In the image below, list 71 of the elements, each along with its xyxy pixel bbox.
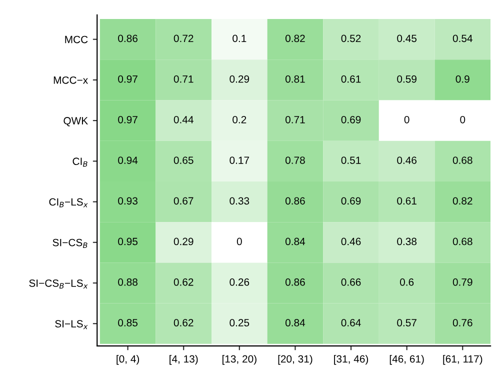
data-label: 0.57 [397, 319, 416, 326]
data-label: 0.62 [174, 278, 194, 286]
x-tick-label: [13, 20) [222, 354, 256, 365]
data-label: 0.93 [118, 197, 138, 205]
data-label: 0.69 [341, 116, 361, 124]
data-label: 0.17 [230, 156, 250, 164]
y-tick-label: CI$_{B}$−LS$_{x}$ [49, 198, 88, 208]
data-label: 0.59 [397, 75, 416, 83]
data-label: 0 [236, 238, 242, 246]
data-label: 0 [404, 116, 410, 124]
data-label: 0.65 [174, 156, 194, 164]
data-label: 0.82 [285, 34, 305, 42]
data-label: 0.71 [174, 75, 194, 83]
data-label: 0.61 [341, 75, 361, 83]
data-label: 0.88 [118, 278, 138, 286]
data-label: 0.51 [341, 156, 361, 164]
data-label: 0.69 [341, 197, 361, 205]
data-label: 0.97 [118, 75, 138, 83]
data-label: 0.26 [230, 278, 250, 286]
data-label: 0.66 [341, 278, 361, 286]
data-label: 0.62 [174, 319, 194, 326]
y-tick-label: CI$_{B}$ [72, 158, 88, 167]
data-label: 0.25 [230, 319, 250, 326]
data-label: 0.86 [285, 278, 305, 286]
data-label: 0.71 [285, 116, 305, 124]
data-label: 0.67 [174, 197, 194, 205]
data-label: 0.85 [118, 319, 138, 326]
y-tick-label: MCC−x [54, 76, 88, 84]
x-tick-label: [4, 13) [170, 354, 198, 365]
x-tick-label: [46, 61) [390, 354, 424, 365]
data-label: 0.29 [230, 75, 250, 83]
data-label: 0.61 [397, 197, 416, 205]
x-tick-label: [31, 46) [334, 354, 368, 365]
data-label: 0.94 [118, 156, 138, 164]
data-label: 0.1 [232, 34, 246, 42]
data-label: 0.29 [174, 238, 194, 246]
y-tick-label: SI−CS$_{B}$−LS$_{x}$ [29, 279, 88, 288]
y-tick-label: QWK [64, 117, 88, 126]
data-label: 0.46 [397, 156, 417, 164]
data-label: 0.38 [397, 238, 417, 246]
data-label: 0.68 [452, 238, 472, 246]
data-label: 0.45 [397, 34, 417, 42]
data-label: 0.52 [341, 34, 361, 42]
data-label: 0.81 [285, 75, 305, 83]
data-label: 0.72 [174, 34, 194, 42]
data-label: 0.84 [285, 319, 306, 326]
data-label: 0.79 [452, 278, 472, 286]
data-label: 0.46 [341, 238, 361, 246]
x-tick-label: [0, 4) [116, 354, 140, 365]
y-tick-label: MCC [65, 36, 88, 44]
data-label: 0.78 [285, 156, 305, 164]
data-label: 0.84 [285, 238, 306, 246]
data-label: 0.33 [230, 197, 250, 205]
data-label: 0.76 [452, 319, 472, 326]
data-label: 0.97 [118, 116, 138, 124]
data-label: 0.54 [452, 34, 472, 42]
data-label: 0.68 [452, 156, 472, 164]
data-label: 0.86 [285, 197, 305, 205]
x-tick-label: [20, 31) [278, 354, 312, 365]
data-label: 0.6 [400, 278, 414, 286]
data-label: 0.95 [118, 238, 138, 246]
data-label: 0.9 [456, 75, 470, 83]
x-tick-label: [61, 117) [443, 354, 482, 365]
data-label: 0.86 [118, 34, 138, 42]
y-tick-label: SI−LS$_{x}$ [55, 320, 88, 330]
data-label: 0 [460, 116, 466, 124]
data-label: 0.44 [174, 116, 194, 124]
data-label: 0.2 [232, 116, 246, 124]
data-label: 0.64 [341, 319, 361, 326]
data-label: 0.82 [452, 197, 472, 205]
y-tick-label: SI−CS$_{B}$ [52, 238, 88, 248]
